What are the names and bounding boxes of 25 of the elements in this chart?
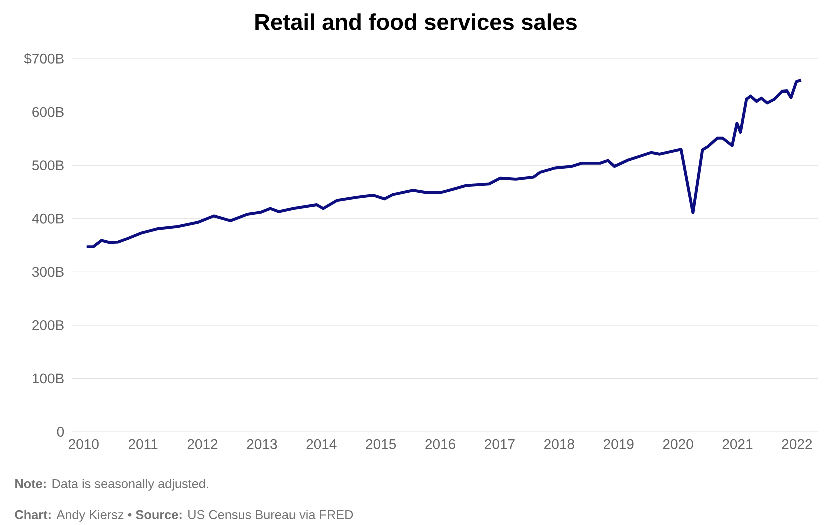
- x-tick-label: 2020: [663, 439, 694, 450]
- x-tick-label: 2015: [366, 439, 396, 450]
- x-tick-label: 2017: [485, 439, 515, 450]
- text: Note: Data is seasonally adjusted.: [16, 479, 208, 491]
- chart-title: Retail and food services sales: [256, 14, 577, 30]
- y-tick-label: $700B: [24, 53, 64, 65]
- y-tick-label: 600B: [32, 107, 64, 118]
- y-tick-label: 300B: [32, 267, 64, 278]
- x-tick-label: 2018: [544, 439, 574, 450]
- y-tick-label: 400B: [32, 214, 64, 224]
- x-tick-label: 2016: [426, 439, 456, 450]
- line-series: [85, 78, 803, 249]
- x-tick-label: 2021: [722, 439, 753, 450]
- y-tick-label: 500B: [32, 160, 64, 171]
- x-tick-label: 2012: [188, 439, 218, 450]
- x-tick-label: 2022: [782, 439, 812, 450]
- x-tick-label: 2019: [604, 439, 634, 450]
- x-tick-label: 2014: [306, 439, 337, 450]
- y-tick-label: 200B: [32, 320, 64, 330]
- y-tick-label: 0: [57, 427, 64, 437]
- x-tick-label: 2010: [69, 439, 99, 450]
- x-tick-label: 2013: [247, 439, 278, 450]
- text: Chart: Andy Kiersz • Source: US Census Bureau via FRED: [15, 510, 354, 522]
- x-tick-label: 2011: [128, 439, 158, 450]
- y-tick-label: 100B: [32, 374, 64, 384]
